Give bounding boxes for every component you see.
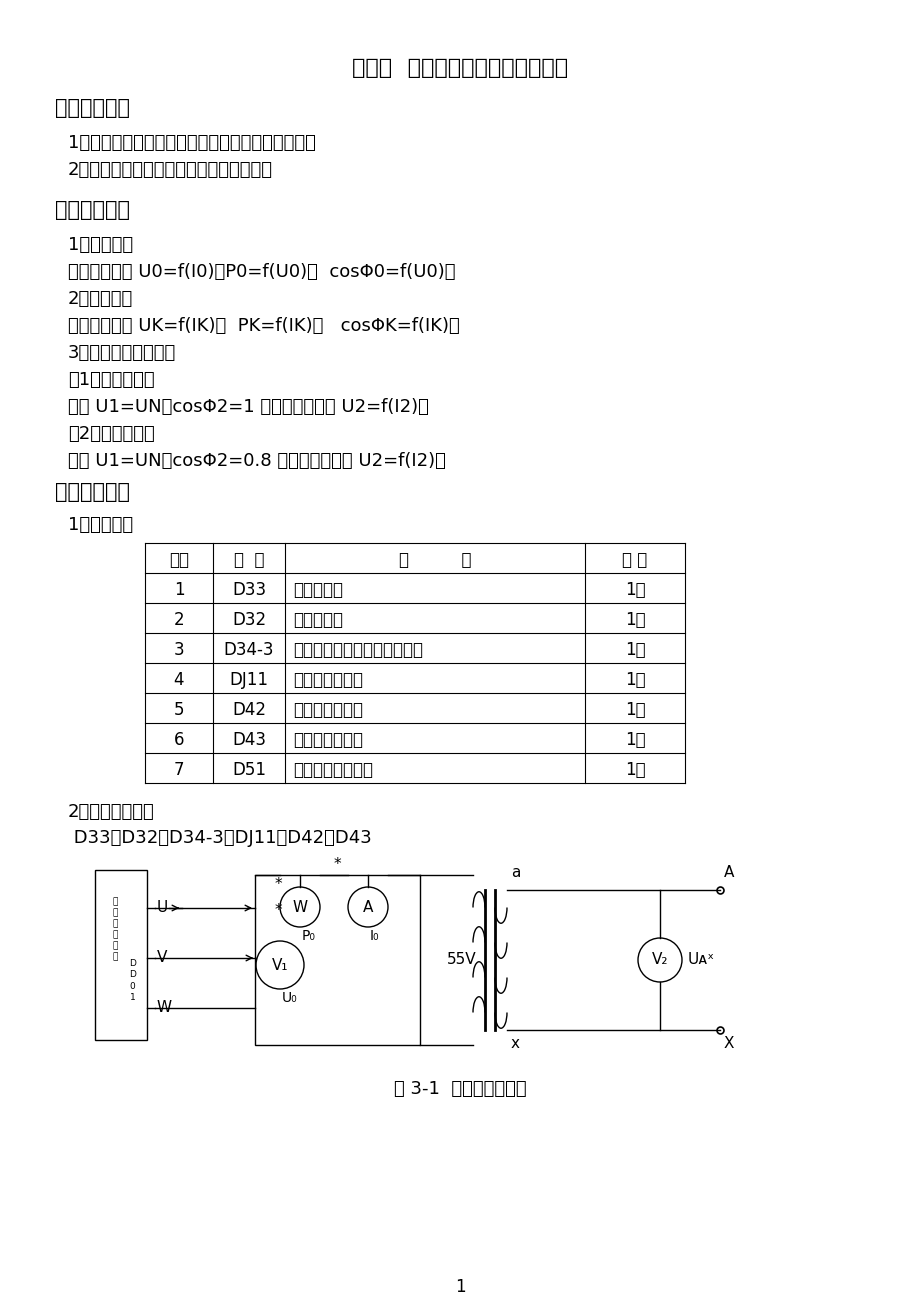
- Text: （2）阻感性负载: （2）阻感性负载: [68, 424, 154, 443]
- Text: 一、实验目的: 一、实验目的: [55, 98, 130, 118]
- Text: 4: 4: [174, 671, 184, 689]
- Text: 3、负载实验（选做）: 3、负载实验（选做）: [68, 344, 176, 362]
- Text: 二、实验项目: 二、实验项目: [55, 201, 130, 220]
- Text: 6: 6: [174, 730, 184, 749]
- Text: 交流电流表: 交流电流表: [292, 611, 343, 629]
- Text: 调
压
器
控
制
屏: 调 压 器 控 制 屏: [112, 897, 118, 962]
- Text: 交流电压表: 交流电压表: [292, 581, 343, 599]
- Text: Uᴀˣ: Uᴀˣ: [687, 953, 714, 967]
- Text: 保持 U1=UN，cosΦ2=0.8 的条件下，测取 U2=f(I2)。: 保持 U1=UN，cosΦ2=0.8 的条件下，测取 U2=f(I2)。: [68, 452, 446, 470]
- Text: 测取短路特性 UK=f(IK)，  PK=f(IK)，   cosΦK=f(IK)。: 测取短路特性 UK=f(IK)， PK=f(IK)， cosΦK=f(IK)。: [68, 316, 460, 335]
- Text: 三相组式变压器: 三相组式变压器: [292, 671, 363, 689]
- Text: D51: D51: [232, 760, 266, 779]
- Text: *: *: [274, 902, 282, 918]
- Text: a: a: [510, 865, 520, 880]
- Text: X: X: [723, 1036, 733, 1051]
- Text: 三相可调电阻器: 三相可调电阻器: [292, 700, 363, 719]
- Text: 三、实验方法: 三、实验方法: [55, 482, 130, 503]
- Bar: [95, 870, 147, 1040]
- Text: D32: D32: [232, 611, 266, 629]
- Text: D43: D43: [232, 730, 266, 749]
- Text: 保持 U1=UN，cosΦ2=1 的条件下，测取 U2=f(I2)。: 保持 U1=UN，cosΦ2=1 的条件下，测取 U2=f(I2)。: [68, 398, 428, 417]
- Text: 2、屏上排列顺序: 2、屏上排列顺序: [68, 803, 154, 822]
- Text: 1件: 1件: [624, 700, 644, 719]
- Text: P₀: P₀: [301, 930, 315, 943]
- Text: 1件: 1件: [624, 671, 644, 689]
- Text: 1件: 1件: [624, 730, 644, 749]
- Text: V: V: [157, 950, 167, 966]
- Text: A: A: [723, 865, 733, 880]
- Text: *: *: [334, 858, 341, 872]
- Text: D33、D32、D34-3、DJ11、D42、D43: D33、D32、D34-3、DJ11、D42、D43: [68, 829, 371, 848]
- Text: 2、短路实验: 2、短路实验: [68, 290, 133, 309]
- Text: 图 3-1  空载实验接线图: 图 3-1 空载实验接线图: [393, 1079, 526, 1098]
- Bar: [255, 875, 420, 1046]
- Text: *: *: [274, 878, 281, 892]
- Text: 5: 5: [174, 700, 184, 719]
- Text: 测取空载特性 U0=f(I0)，P0=f(U0)，  cosΦ0=f(U0)。: 测取空载特性 U0=f(I0)，P0=f(U0)， cosΦ0=f(U0)。: [68, 263, 455, 281]
- Text: 波形测试及开关板: 波形测试及开关板: [292, 760, 372, 779]
- Text: 1: 1: [454, 1279, 465, 1295]
- Text: 3: 3: [174, 641, 184, 659]
- Text: 2: 2: [174, 611, 184, 629]
- Text: U₀: U₀: [282, 991, 298, 1005]
- Text: D33: D33: [232, 581, 266, 599]
- Text: DJ11: DJ11: [229, 671, 268, 689]
- Text: I₀: I₀: [369, 930, 380, 943]
- Text: V₁: V₁: [271, 957, 288, 973]
- Text: V₂: V₂: [651, 953, 667, 967]
- Text: W: W: [157, 1000, 172, 1016]
- Text: 单三相智能功率、功率因数表: 单三相智能功率、功率因数表: [292, 641, 423, 659]
- Text: 数 量: 数 量: [621, 551, 647, 569]
- Text: D42: D42: [232, 700, 266, 719]
- Text: 1: 1: [174, 581, 184, 599]
- Text: 1、空载实验: 1、空载实验: [68, 236, 133, 254]
- Text: 名          称: 名 称: [398, 551, 471, 569]
- Text: 1件: 1件: [624, 641, 644, 659]
- Text: A: A: [362, 900, 373, 914]
- Text: 型  号: 型 号: [233, 551, 264, 569]
- Text: U: U: [157, 901, 168, 915]
- Text: 1件: 1件: [624, 581, 644, 599]
- Text: 1件: 1件: [624, 760, 644, 779]
- Text: 2、通过负载实验测取变压器的运行特性。: 2、通过负载实验测取变压器的运行特性。: [68, 161, 273, 178]
- Text: 55V: 55V: [447, 953, 476, 967]
- Text: 1、通过空载和短路实验测定变压器的变比和参数。: 1、通过空载和短路实验测定变压器的变比和参数。: [68, 134, 315, 152]
- Text: 三相可调电抗器: 三相可调电抗器: [292, 730, 363, 749]
- Text: x: x: [510, 1036, 519, 1051]
- Text: 1、实验设备: 1、实验设备: [68, 516, 133, 534]
- Text: 实验三  单相变压器空载和短路实验: 实验三 单相变压器空载和短路实验: [352, 59, 567, 78]
- Text: 7: 7: [174, 760, 184, 779]
- Text: 序号: 序号: [169, 551, 188, 569]
- Text: 1件: 1件: [624, 611, 644, 629]
- Text: （1）纯电阻负载: （1）纯电阻负载: [68, 371, 154, 389]
- Text: D34-3: D34-3: [223, 641, 274, 659]
- Text: D
D
0
1: D D 0 1: [129, 960, 136, 1001]
- Text: W: W: [292, 900, 307, 914]
